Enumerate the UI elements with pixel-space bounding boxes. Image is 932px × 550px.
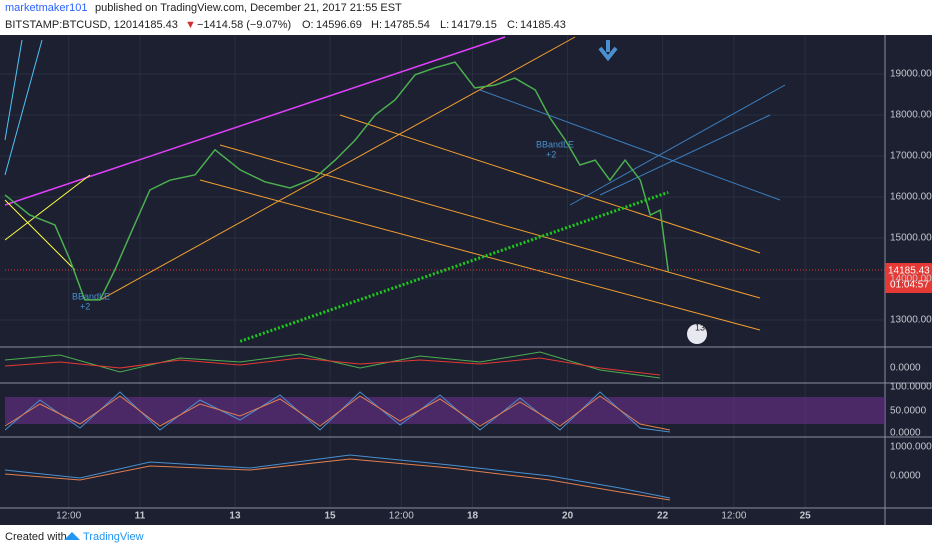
channel-line [479, 89, 781, 201]
channel-line [219, 144, 761, 299]
pane-label: 1000.0000 [890, 442, 932, 453]
grid-layer [0, 35, 885, 508]
low-label: L: [440, 19, 449, 31]
y-tick-label: 19000.00 [890, 69, 932, 80]
footer-text: Created with [5, 531, 67, 543]
indicator-line [4, 357, 661, 376]
event-icon[interactable] [687, 324, 707, 344]
last-price: 14185.43 [132, 19, 178, 31]
x-tick-label: 12:00 [389, 511, 414, 522]
open: 14596.69 [316, 19, 362, 31]
channel-line [339, 114, 761, 254]
channel-line [599, 114, 771, 196]
x-tick-label: 13 [229, 511, 241, 522]
trend-line [4, 199, 76, 271]
down-arrow: ▼ [185, 19, 196, 31]
pane-label: 0.0000 [890, 428, 921, 439]
trend-line [99, 36, 576, 301]
trend-line [4, 174, 91, 241]
annotation: +2 [546, 149, 556, 159]
countdown: 01:04:57 [890, 280, 929, 291]
logo [64, 532, 80, 540]
annotation: 130 [695, 322, 710, 332]
annotation: BBandLE [72, 291, 110, 301]
open-label: O: [302, 19, 314, 31]
pane-label: 0.0000 [890, 471, 921, 482]
change: −1414.58 (−9.07%) [197, 19, 291, 31]
arrow-icon [598, 40, 618, 62]
x-tick-label: 25 [800, 511, 812, 522]
pane-label: 100.0000 [890, 382, 932, 393]
moving-average [239, 190, 669, 343]
x-tick-label: 12:00 [721, 511, 746, 522]
x-tick-label: 22 [657, 511, 669, 522]
annotation: +2 [80, 301, 90, 311]
published: published on TradingView.com, December 2… [95, 2, 402, 14]
y-tick-label: 16000.00 [890, 192, 932, 203]
footer-bg [0, 525, 932, 550]
pane-label: 0.0000 [890, 363, 921, 374]
x-tick-label: 12:00 [56, 511, 81, 522]
close-label: C: [507, 19, 518, 31]
y-tick-label: 18000.00 [890, 110, 932, 121]
annotation: BBandLE [536, 139, 574, 149]
symbol: BITSTAMP:BTCUSD, 120 [5, 19, 132, 31]
indicator-line [4, 395, 671, 431]
chart-bg [0, 35, 932, 525]
author: marketmaker101 [5, 2, 88, 14]
rsi-band [5, 397, 885, 424]
y-tick-label: 13000.00 [890, 315, 932, 326]
channel-line [569, 84, 786, 206]
high: 14785.54 [384, 19, 430, 31]
y-tick-label: 17000.00 [890, 151, 932, 162]
trend-line [4, 36, 506, 206]
fan-line [4, 39, 23, 141]
x-tick-label: 20 [562, 511, 574, 522]
channel-line [199, 179, 761, 331]
x-tick-label: 11 [135, 511, 146, 522]
price-line [4, 61, 670, 301]
price-marker-label: 14185.43 [888, 266, 930, 277]
low: 14179.15 [451, 19, 497, 31]
price-marker [885, 263, 932, 293]
pane-label: 50.0000 [890, 406, 927, 417]
fan-line [4, 39, 43, 176]
footer-brand: TradingView [83, 531, 144, 543]
x-tick-label: 18 [467, 511, 479, 522]
header-bg [0, 0, 932, 35]
high-label: H: [371, 19, 382, 31]
close: 14185.43 [520, 19, 566, 31]
indicator-line [4, 458, 671, 501]
indicator-line [4, 454, 671, 499]
y-tick-label: 14000.00 [890, 274, 932, 285]
x-tick-label: 15 [324, 511, 336, 522]
y-tick-label: 15000.00 [890, 233, 932, 244]
